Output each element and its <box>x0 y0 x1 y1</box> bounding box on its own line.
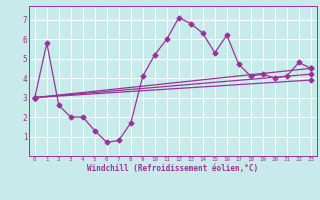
X-axis label: Windchill (Refroidissement éolien,°C): Windchill (Refroidissement éolien,°C) <box>87 164 258 173</box>
